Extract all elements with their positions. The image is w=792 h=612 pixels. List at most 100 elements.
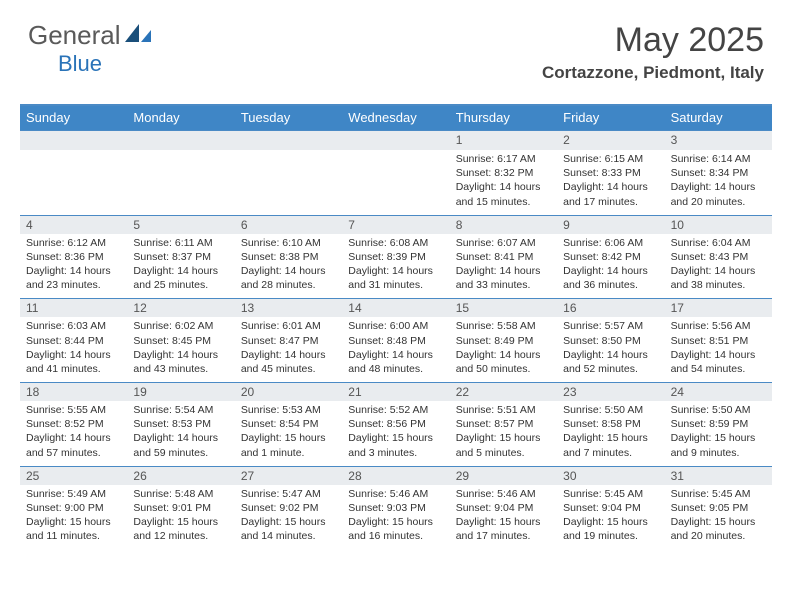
- day-cell: Sunrise: 5:46 AMSunset: 9:04 PMDaylight:…: [450, 485, 557, 550]
- sunrise-line: Sunrise: 6:02 AM: [133, 319, 228, 333]
- day-number: 10: [665, 215, 772, 234]
- daylight-line: Daylight: 14 hours and 36 minutes.: [563, 264, 658, 292]
- day-cell: [20, 150, 127, 215]
- day-number: 4: [20, 215, 127, 234]
- daylight-line: Daylight: 14 hours and 48 minutes.: [348, 348, 443, 376]
- day-number: 27: [235, 466, 342, 485]
- sunset-line: Sunset: 8:43 PM: [671, 250, 766, 264]
- day-number: 22: [450, 382, 557, 401]
- daylight-line: Daylight: 14 hours and 20 minutes.: [671, 180, 766, 208]
- day-cell: Sunrise: 5:52 AMSunset: 8:56 PMDaylight:…: [342, 401, 449, 466]
- sunset-line: Sunset: 9:00 PM: [26, 501, 121, 515]
- daylight-line: Daylight: 15 hours and 1 minute.: [241, 431, 336, 459]
- daylight-line: Daylight: 15 hours and 17 minutes.: [456, 515, 551, 543]
- sunset-line: Sunset: 9:05 PM: [671, 501, 766, 515]
- day-cell: Sunrise: 6:10 AMSunset: 8:38 PMDaylight:…: [235, 234, 342, 299]
- day-header: Wednesday: [342, 106, 449, 130]
- day-number-blank: [20, 130, 127, 150]
- day-number: 7: [342, 215, 449, 234]
- daylight-line: Daylight: 14 hours and 59 minutes.: [133, 431, 228, 459]
- day-number: 20: [235, 382, 342, 401]
- day-number: 16: [557, 298, 664, 317]
- day-cell: Sunrise: 6:15 AMSunset: 8:33 PMDaylight:…: [557, 150, 664, 215]
- logo-text-gray: General: [28, 20, 121, 50]
- day-cell: Sunrise: 6:06 AMSunset: 8:42 PMDaylight:…: [557, 234, 664, 299]
- sunrise-line: Sunrise: 5:49 AM: [26, 487, 121, 501]
- daylight-line: Daylight: 14 hours and 45 minutes.: [241, 348, 336, 376]
- sunset-line: Sunset: 8:57 PM: [456, 417, 551, 431]
- daylight-line: Daylight: 15 hours and 16 minutes.: [348, 515, 443, 543]
- sunrise-line: Sunrise: 6:03 AM: [26, 319, 121, 333]
- sunset-line: Sunset: 8:49 PM: [456, 334, 551, 348]
- day-cell: Sunrise: 5:51 AMSunset: 8:57 PMDaylight:…: [450, 401, 557, 466]
- day-cell: Sunrise: 6:17 AMSunset: 8:32 PMDaylight:…: [450, 150, 557, 215]
- day-number: 29: [450, 466, 557, 485]
- sunrise-line: Sunrise: 6:17 AM: [456, 152, 551, 166]
- sunrise-line: Sunrise: 6:06 AM: [563, 236, 658, 250]
- daylight-line: Daylight: 15 hours and 12 minutes.: [133, 515, 228, 543]
- day-cell: [235, 150, 342, 215]
- daylight-line: Daylight: 14 hours and 54 minutes.: [671, 348, 766, 376]
- day-number-blank: [342, 130, 449, 150]
- daylight-line: Daylight: 14 hours and 41 minutes.: [26, 348, 121, 376]
- day-number: 25: [20, 466, 127, 485]
- day-header: Sunday: [20, 106, 127, 130]
- sunrise-line: Sunrise: 5:45 AM: [563, 487, 658, 501]
- day-number: 31: [665, 466, 772, 485]
- day-cell: Sunrise: 6:02 AMSunset: 8:45 PMDaylight:…: [127, 317, 234, 382]
- day-number: 8: [450, 215, 557, 234]
- sunset-line: Sunset: 8:45 PM: [133, 334, 228, 348]
- sunrise-line: Sunrise: 6:12 AM: [26, 236, 121, 250]
- day-number: 14: [342, 298, 449, 317]
- sunset-line: Sunset: 8:41 PM: [456, 250, 551, 264]
- day-cell: Sunrise: 6:12 AMSunset: 8:36 PMDaylight:…: [20, 234, 127, 299]
- sunrise-line: Sunrise: 5:51 AM: [456, 403, 551, 417]
- sunset-line: Sunset: 8:34 PM: [671, 166, 766, 180]
- day-cell: Sunrise: 6:01 AMSunset: 8:47 PMDaylight:…: [235, 317, 342, 382]
- day-cell: Sunrise: 5:48 AMSunset: 9:01 PMDaylight:…: [127, 485, 234, 550]
- day-number: 24: [665, 382, 772, 401]
- day-number: 28: [342, 466, 449, 485]
- sunrise-line: Sunrise: 5:57 AM: [563, 319, 658, 333]
- sunset-line: Sunset: 9:01 PM: [133, 501, 228, 515]
- day-number: 2: [557, 130, 664, 150]
- day-number: 9: [557, 215, 664, 234]
- day-number: 11: [20, 298, 127, 317]
- sunrise-line: Sunrise: 5:46 AM: [456, 487, 551, 501]
- sunset-line: Sunset: 8:42 PM: [563, 250, 658, 264]
- sunrise-line: Sunrise: 5:50 AM: [671, 403, 766, 417]
- day-cell: Sunrise: 5:57 AMSunset: 8:50 PMDaylight:…: [557, 317, 664, 382]
- daylight-line: Daylight: 14 hours and 25 minutes.: [133, 264, 228, 292]
- day-header: Monday: [127, 106, 234, 130]
- sunset-line: Sunset: 8:37 PM: [133, 250, 228, 264]
- sunset-line: Sunset: 9:04 PM: [563, 501, 658, 515]
- day-cell: Sunrise: 5:45 AMSunset: 9:05 PMDaylight:…: [665, 485, 772, 550]
- daylight-line: Daylight: 14 hours and 17 minutes.: [563, 180, 658, 208]
- daylight-line: Daylight: 14 hours and 23 minutes.: [26, 264, 121, 292]
- sunset-line: Sunset: 8:38 PM: [241, 250, 336, 264]
- day-cell: Sunrise: 5:47 AMSunset: 9:02 PMDaylight:…: [235, 485, 342, 550]
- day-cell: [127, 150, 234, 215]
- daylight-line: Daylight: 14 hours and 31 minutes.: [348, 264, 443, 292]
- logo-text-blue: Blue: [58, 51, 121, 77]
- day-cell: Sunrise: 6:03 AMSunset: 8:44 PMDaylight:…: [20, 317, 127, 382]
- sunrise-line: Sunrise: 5:58 AM: [456, 319, 551, 333]
- sunrise-line: Sunrise: 6:08 AM: [348, 236, 443, 250]
- day-header: Saturday: [665, 106, 772, 130]
- sunrise-line: Sunrise: 6:07 AM: [456, 236, 551, 250]
- day-header: Friday: [557, 106, 664, 130]
- daylight-line: Daylight: 14 hours and 15 minutes.: [456, 180, 551, 208]
- logo: General Blue: [28, 22, 121, 77]
- sunset-line: Sunset: 8:53 PM: [133, 417, 228, 431]
- sunset-line: Sunset: 8:59 PM: [671, 417, 766, 431]
- sunset-line: Sunset: 8:47 PM: [241, 334, 336, 348]
- day-cell: Sunrise: 5:54 AMSunset: 8:53 PMDaylight:…: [127, 401, 234, 466]
- sunrise-line: Sunrise: 6:01 AM: [241, 319, 336, 333]
- day-number: 1: [450, 130, 557, 150]
- day-number: 12: [127, 298, 234, 317]
- day-cell: Sunrise: 5:53 AMSunset: 8:54 PMDaylight:…: [235, 401, 342, 466]
- day-number: 15: [450, 298, 557, 317]
- sunset-line: Sunset: 8:56 PM: [348, 417, 443, 431]
- day-number-blank: [235, 130, 342, 150]
- day-cell: Sunrise: 6:04 AMSunset: 8:43 PMDaylight:…: [665, 234, 772, 299]
